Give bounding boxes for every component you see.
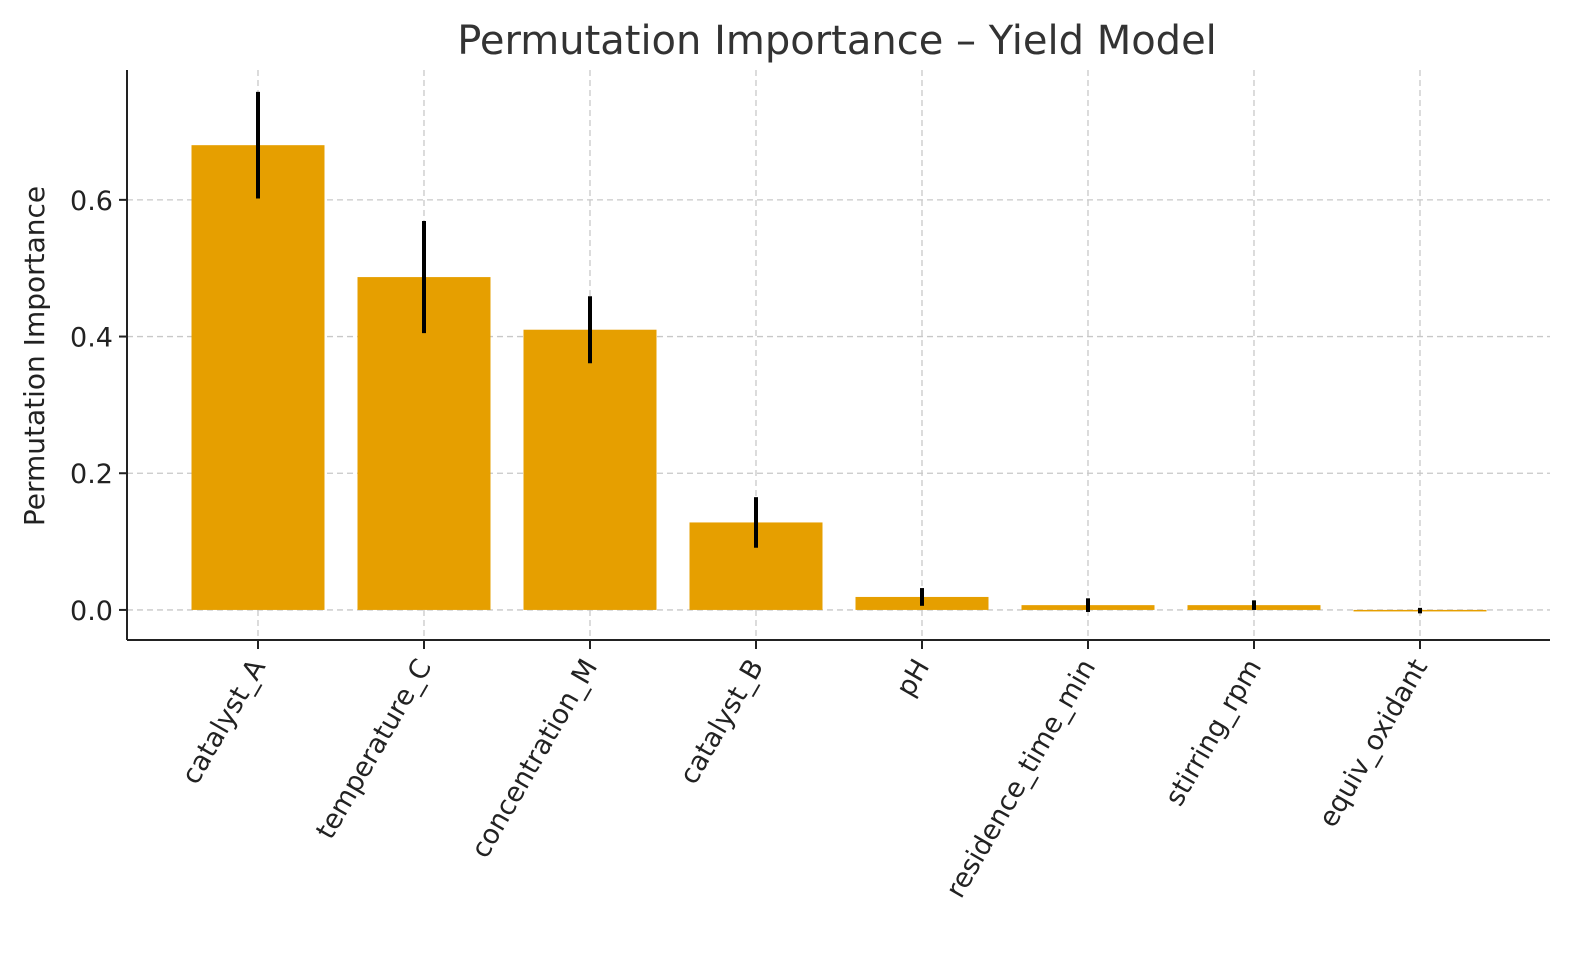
y-axis-label: Permutation Importance [18,186,51,526]
x-tick-label: catalyst_A [176,654,272,790]
bars [191,145,1487,612]
bar-concentration_M [523,329,657,610]
error-bars [256,91,1422,614]
x-tick-label: temperature_C [310,654,438,845]
x-tick-label: concentration_M [465,654,604,863]
chart-title: Permutation Importance – Yield Model [457,18,1217,64]
y-tick-label: 0.0 [70,596,113,627]
bar-catalyst_A [191,145,325,610]
y-tick-label: 0.2 [70,459,113,490]
axes [119,70,1550,649]
y-tick-label: 0.6 [70,186,113,217]
x-tick-label: stirring_rpm [1159,654,1268,811]
x-tick-label: residence_time_min [940,654,1102,903]
x-tick-label: pH [890,654,936,702]
x-tick-label: equiv_oxidant [1313,654,1434,833]
gridlines [127,70,1550,640]
y-tick-label: 0.4 [70,323,113,354]
x-tick-label: catalyst_B [674,654,770,790]
